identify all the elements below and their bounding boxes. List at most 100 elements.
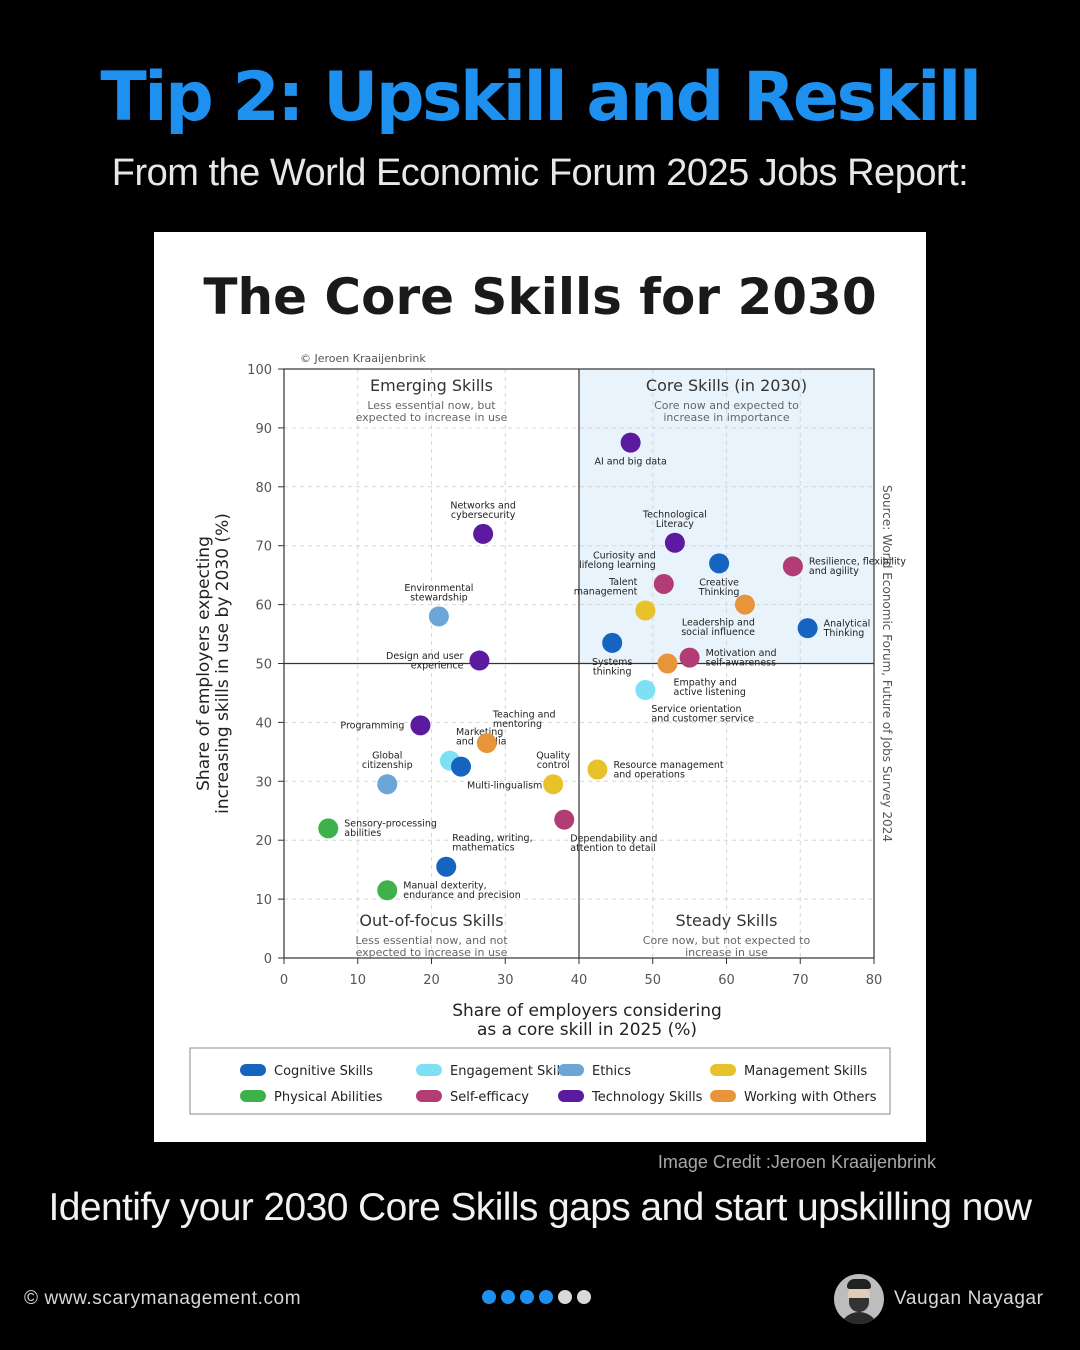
legend-label: Engagement Skills [450,1064,571,1079]
chart-title: The Core Skills for 2030 [203,268,876,326]
legend-label: Management Skills [744,1064,867,1079]
skill-point [377,880,398,901]
skill-label: Design and user experience [386,651,464,672]
quadrant-description: Core now, but not expected to increase in… [643,934,811,959]
quadrant-description: Less essential now, but expected to incre… [356,399,508,424]
skill-label: Quality control [536,751,570,772]
y-tick-label: 80 [255,481,272,496]
legend-swatch [416,1090,442,1102]
skill-point [653,573,674,594]
chart-card: The Core Skills for 2030 © Jeroen Kraaije… [154,232,926,1142]
skill-label: Talent management [574,577,638,598]
legend-label: Self-efficacy [450,1090,529,1105]
pagination-dots [482,1290,591,1304]
y-tick-label: 0 [264,952,272,967]
legend-swatch [710,1090,736,1102]
skill-label: Empathy and active listening [674,678,746,699]
skill-point [587,759,608,780]
skill-label: Teaching and mentoring [492,710,556,731]
skill-label: Programming [340,720,404,731]
skill-label: Networks and cybersecurity [450,500,516,521]
y-tick-label: 10 [255,893,272,908]
skill-point [620,432,641,453]
skill-point [428,606,449,627]
skill-label: Systems thinking [592,657,632,678]
x-tick-label: 30 [497,973,514,988]
quadrant-description: Core now and expected to increase in impo… [654,399,799,424]
skill-label: Analytical Thinking [823,618,871,639]
legend-label: Working with Others [744,1090,877,1105]
x-tick-label: 20 [423,973,440,988]
legend-label: Technology Skills [591,1090,703,1105]
image-credit: Image Credit :Jeroen Kraaijenbrink [657,1152,936,1172]
skill-label: Resilience, flexibility and agility [809,557,906,578]
y-tick-label: 70 [255,540,272,555]
core-skills-chart: The Core Skills for 2030 © Jeroen Kraaije… [189,268,906,1115]
y-tick-label: 60 [255,599,272,614]
quadrant-title: Out-of-focus Skills [359,911,503,930]
pagination-dot[interactable] [577,1290,591,1304]
legend-swatch [240,1090,266,1102]
y-tick-label: 50 [255,658,272,673]
skill-label: Resource management and operations [613,760,723,781]
pagination-dot[interactable] [539,1290,553,1304]
x-tick-label: 50 [644,973,661,988]
skill-point [436,856,457,877]
y-tick-label: 20 [255,834,272,849]
skill-label: Global citizenship [362,751,413,772]
x-tick-label: 60 [718,973,735,988]
chart-copyright: © Jeroen Kraaijenbrink [300,352,426,365]
skill-label: Multi-lingualism [467,781,542,792]
skill-point [543,774,564,795]
avatar [834,1274,884,1324]
skill-point [782,556,803,577]
legend-box [189,1047,891,1115]
skill-point [797,618,818,639]
y-tick-label: 100 [247,363,272,378]
pagination-dot[interactable] [558,1290,572,1304]
x-tick-label: 10 [349,973,366,988]
x-tick-label: 70 [792,973,809,988]
legend-swatch [558,1064,584,1076]
legend-swatch [558,1090,584,1102]
website-link[interactable]: © www.scarymanagement.com [24,1288,302,1309]
skill-point [554,809,575,830]
legend-swatch [710,1064,736,1076]
pagination-dot[interactable] [482,1290,496,1304]
author-badge: Vaugan Nayagar [834,1274,1044,1324]
pagination-dot[interactable] [520,1290,534,1304]
skill-point [657,653,678,674]
skill-label: Creative Thinking [698,577,740,598]
author-name: Vaugan Nayagar [894,1288,1044,1309]
skill-point [602,632,623,653]
quadrant-title: Steady Skills [676,911,778,930]
skill-point [410,715,431,736]
skill-label: AI and big data [594,457,666,468]
skill-point [734,594,755,615]
skill-label: Service orientation and customer service [651,704,754,725]
x-tick-label: 80 [866,973,883,988]
subhead: From the World Economic Forum 2025 Jobs … [111,152,969,194]
skill-label: Reading, writing, mathematics [452,833,532,854]
skill-label: Curiosity and lifelong learning [579,550,656,571]
skill-point [476,733,497,754]
source-note: Source: World Economic Forum, Future of … [880,485,894,842]
call-to-action: Identify your 2030 Core Skills gaps and … [48,1186,1032,1229]
skill-point [473,523,494,544]
skill-point [318,818,339,839]
skill-label: Motivation and self-awareness [706,648,777,669]
x-axis-label: Share of employers considering as a core … [452,1001,722,1040]
skill-point [377,774,398,795]
skill-point [664,532,685,553]
skill-label: Dependability and attention to detail [570,834,657,855]
headline: Tip 2: Upskill and Reskill [100,58,982,137]
x-tick-label: 0 [280,973,288,988]
legend-label: Ethics [592,1064,631,1079]
skill-label: Manual dexterity, endurance and precision [403,881,521,902]
legend-label: Physical Abilities [274,1090,383,1105]
skill-label: Leadership and social influence [681,618,755,639]
skill-label: Sensory-processing abilities [344,819,437,840]
y-axis-label: Share of employers expectingincreasing s… [194,513,233,814]
pagination-dot[interactable] [501,1290,515,1304]
legend-swatch [240,1064,266,1076]
